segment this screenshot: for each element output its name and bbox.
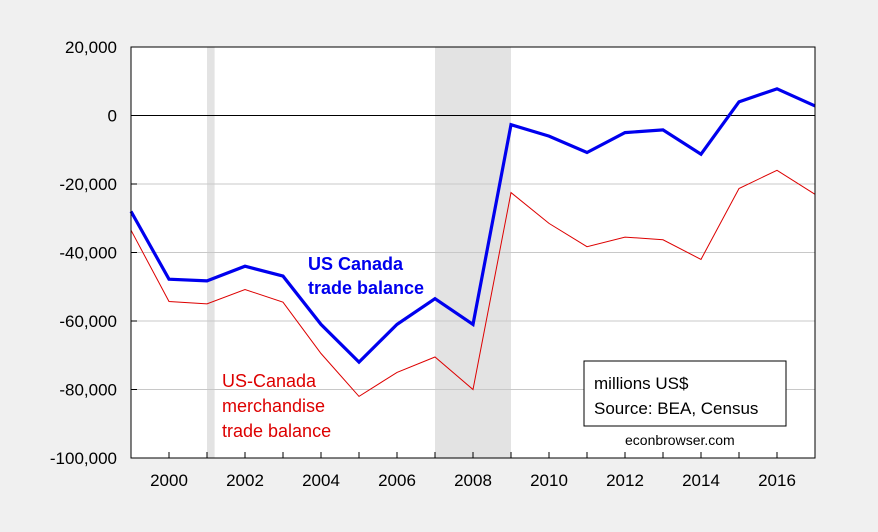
source-box: millions US$ Source: BEA, Census xyxy=(583,360,787,427)
x-tick-label: 2014 xyxy=(682,471,720,490)
y-tick-label: 20,000 xyxy=(65,38,117,57)
blue-label-line-2: trade balance xyxy=(308,278,424,298)
source-box-frame xyxy=(583,360,787,427)
blue-series-label: US Canada trade balance xyxy=(308,254,424,298)
red-series-label: US-Canada merchandise trade balance xyxy=(222,371,331,441)
x-tick-label: 2008 xyxy=(454,471,492,490)
x-tick-label: 2010 xyxy=(530,471,568,490)
x-tick-label: 2016 xyxy=(758,471,796,490)
y-tick-label: -20,000 xyxy=(59,175,117,194)
y-tick-label: -40,000 xyxy=(59,244,117,263)
y-tick-label: -100,000 xyxy=(50,449,117,468)
series-lines xyxy=(129,87,816,398)
x-tick-label: 2012 xyxy=(606,471,644,490)
x-axis: 2000 2002 2004 2006 2008 2010 2012 2014 2016 xyxy=(130,452,816,490)
y-tick-label: -80,000 xyxy=(59,381,117,400)
x-tick-label: 2000 xyxy=(150,471,188,490)
units-text: millions US$ xyxy=(594,374,689,393)
x-tick-label: 2004 xyxy=(302,471,340,490)
source-text: Source: BEA, Census xyxy=(594,399,758,418)
credit-text: econbrowser.com xyxy=(625,432,735,448)
blue-label-line-1: US Canada xyxy=(308,254,404,274)
x-tick-label: 2006 xyxy=(378,471,416,490)
y-tick-label: -60,000 xyxy=(59,312,117,331)
red-label-line-2: merchandise xyxy=(222,396,325,416)
red-label-line-3: trade balance xyxy=(222,421,331,441)
series-line-trade-balance xyxy=(129,87,816,365)
red-label-line-1: US-Canada xyxy=(222,371,317,391)
x-tick-label: 2002 xyxy=(226,471,264,490)
y-axis: 20,000 0 -20,000 -40,000 -60,000 -80,000 -100,… xyxy=(50,38,137,468)
y-tick-label: 0 xyxy=(108,107,117,126)
series-line-merchandise-trade-balance xyxy=(130,169,816,398)
